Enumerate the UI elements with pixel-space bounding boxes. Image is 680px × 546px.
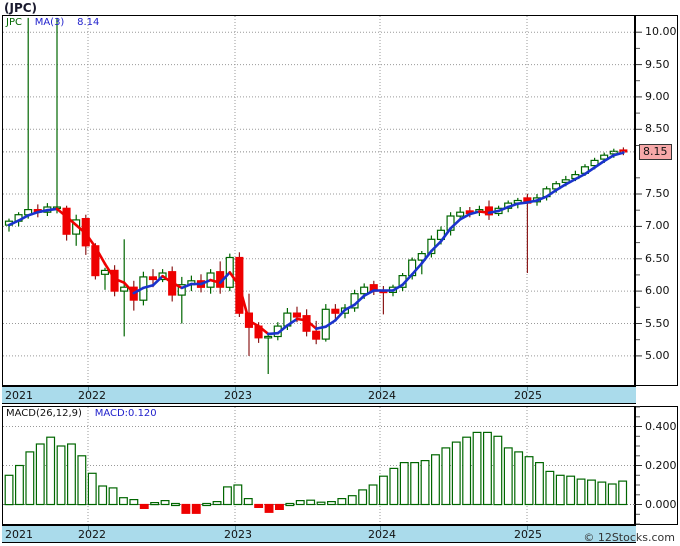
x-axis-year-band-price: 2021 2022 2023 2024 2025: [2, 386, 636, 404]
legend-ma-value: 8.14: [77, 17, 100, 28]
x-axis-year-label: 2024: [368, 389, 396, 402]
x-axis-year-label: 2023: [224, 528, 252, 541]
x-axis-tick: [88, 387, 89, 391]
x-axis-year-label: 2022: [78, 528, 106, 541]
x-axis-year-label: 2021: [5, 528, 33, 541]
x-axis-year-label: 2022: [78, 389, 106, 402]
legend-macd-indicator: MACD(26,12,9): [6, 408, 82, 419]
price-y-tick-label: 7.50: [645, 187, 670, 200]
price-legend: JPC MA(3) 8.14: [6, 17, 99, 28]
page-title: (JPC): [4, 1, 38, 15]
price-y-tick-label: 5.50: [645, 316, 670, 330]
price-y-tick-label: 6.00: [645, 284, 670, 298]
x-axis-tick: [88, 526, 89, 530]
price-y-tick-label: 9.00: [645, 89, 670, 103]
x-axis-tick: [235, 526, 236, 530]
x-axis-year-label: 2024: [368, 528, 396, 541]
macd-y-tick-label: 0.200: [645, 458, 677, 472]
price-y-tick-label: 8.50: [645, 122, 670, 136]
macd-y-tick-label: 0.400: [645, 419, 677, 433]
legend-ma-label: MA(3): [34, 17, 65, 28]
price-y-tick-label: 7.00: [645, 219, 670, 233]
legend-macd-value: MACD:0.120: [94, 408, 157, 419]
last-price-tag: 8.15: [639, 143, 672, 160]
x-axis-tick: [527, 387, 528, 391]
price-y-tick-label: 10.00: [645, 25, 677, 39]
macd-legend: MACD(26,12,9) MACD:0.120: [6, 408, 157, 419]
x-axis-year-label: 2025: [514, 389, 542, 402]
x-axis-year-band-macd: 2021 2022 2023 2024 2025: [2, 525, 636, 543]
price-y-tick-label: 5.00: [645, 348, 670, 362]
x-axis-year-label: 2025: [514, 528, 542, 541]
watermark: © 12Stocks.com: [583, 531, 675, 544]
x-axis-year-label: 2023: [224, 389, 252, 402]
x-axis-tick: [380, 526, 381, 530]
x-axis-tick: [380, 387, 381, 391]
x-axis-year-label: 2021: [5, 389, 33, 402]
x-axis-tick: [235, 387, 236, 391]
x-axis-tick: [527, 526, 528, 530]
legend-symbol: JPC: [6, 17, 22, 28]
macd-y-tick-label: 0.000: [645, 497, 677, 511]
price-y-tick-label: 6.50: [645, 251, 670, 265]
price-y-tick-label: 9.50: [645, 57, 670, 71]
